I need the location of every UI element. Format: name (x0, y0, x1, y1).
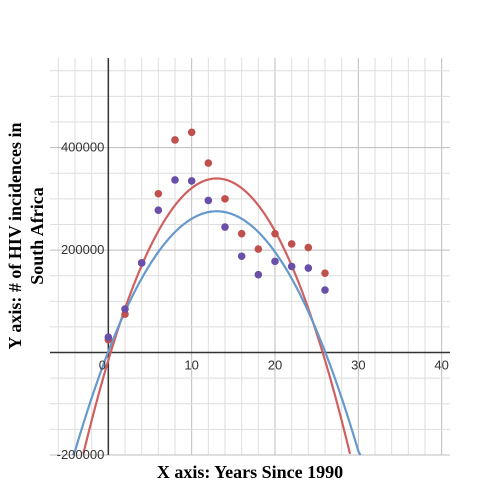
y-axis-label: Y axis: # of HIV incidences in South Afr… (5, 122, 47, 350)
data-point-series-2 (171, 176, 179, 184)
axes (50, 58, 450, 455)
x-tick-label: 40 (434, 358, 448, 373)
y-tick-label: 400000 (61, 140, 104, 155)
data-point-series-1 (271, 229, 279, 238)
x-tick-label: 10 (184, 358, 198, 373)
data-point-series-2 (121, 305, 129, 313)
y-tick-label: -200000 (57, 447, 105, 462)
x-tick-label: 30 (351, 358, 365, 373)
data-point-series-2 (104, 333, 113, 341)
x-axis-label: X axis: Years Since 1990 (156, 462, 344, 482)
data-point-series-2 (187, 177, 196, 185)
data-point-series-2 (321, 286, 329, 294)
grid (50, 58, 450, 456)
data-point-series-1 (171, 136, 179, 144)
x-tick-label: 20 (268, 358, 282, 373)
data-point-series-2 (221, 223, 229, 231)
data-point-series-1 (304, 243, 313, 252)
data-point-series-2 (154, 206, 163, 214)
data-point-series-2 (254, 270, 263, 279)
data-point-series-2 (304, 264, 313, 272)
data-point-series-1 (204, 159, 213, 167)
data-point-series-2 (271, 257, 279, 266)
data-point-series-1 (287, 240, 296, 248)
y-tick-label: 200000 (61, 242, 104, 257)
fit-curve-1 (82, 177, 352, 455)
x-tick-label: 0 (99, 358, 106, 373)
data-point-series-1 (187, 128, 196, 137)
data-point-series-1 (321, 269, 329, 277)
data-point-series-1 (237, 229, 246, 238)
tick-labels: 0 10 20 30 40 400000 200000 -200000 (57, 140, 449, 462)
data-point-series-2 (137, 259, 146, 267)
data-point-series-1 (254, 245, 263, 253)
data-point-series-2 (287, 262, 296, 271)
fit-curves (71, 177, 362, 456)
data-point-series-1 (154, 189, 163, 198)
data-point-series-1 (221, 195, 229, 203)
data-point-series-2 (204, 196, 213, 205)
data-points (104, 128, 329, 344)
fit-curve-2 (71, 210, 362, 456)
data-point-series-2 (237, 252, 246, 261)
